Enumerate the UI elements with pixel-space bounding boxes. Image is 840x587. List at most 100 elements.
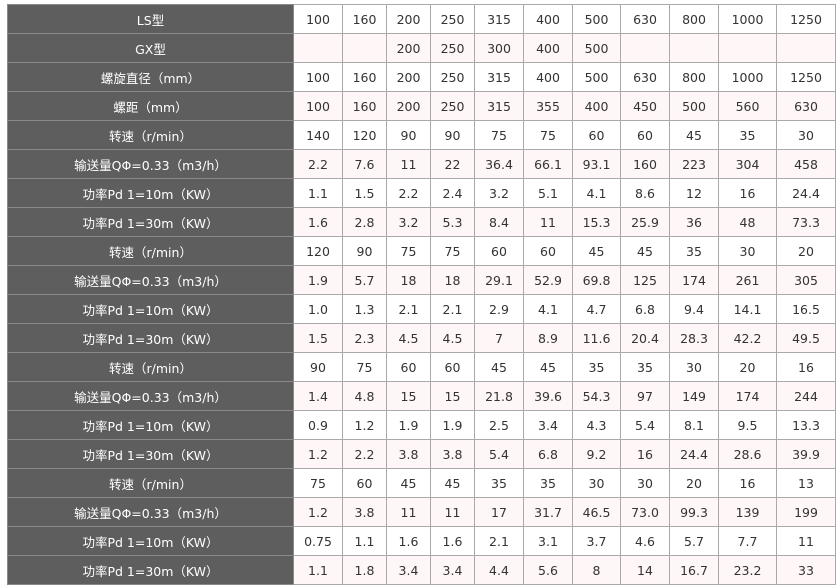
table-cell: 3.1	[523, 526, 573, 556]
table-cell: 11	[523, 207, 573, 237]
table-cell: 8.9	[523, 323, 573, 353]
row-label: 输送量QΦ=0.33（m3/h）	[7, 265, 294, 295]
table-cell: 315	[474, 91, 524, 121]
table-cell: 73.3	[776, 207, 836, 237]
table-row: 功率Pd 1=30m（KW） 1.6 2.8 3.2 5.3 8.4 11 15.3 25.9 3…	[7, 207, 836, 237]
row-label: 螺距（mm）	[7, 91, 294, 121]
table-cell: 36.4	[474, 149, 524, 179]
table-cell: 60	[572, 120, 621, 150]
table-cell: 400	[572, 91, 621, 121]
table-cell: 223	[669, 149, 719, 179]
table-cell: 1.5	[293, 323, 343, 353]
table-cell: 20	[776, 236, 836, 266]
table-row: 功率Pd 1=10m（KW） 1.0 1.3 2.1 2.1 2.9 4.1 4.7 6.8 9.…	[7, 294, 836, 324]
table-row: 螺距（mm） 100 160 200 250 315 355 400 450 500 560 630	[7, 91, 836, 121]
table-row: 转速（r/min） 75 60 45 45 35 35 30 30 20 16 13	[7, 468, 836, 498]
table-cell: 39.9	[776, 439, 836, 469]
table-cell: 17	[474, 497, 524, 527]
table-cell: 160	[620, 149, 670, 179]
row-label: 输送量QΦ=0.33（m3/h）	[7, 149, 294, 179]
table-cell: 15	[430, 381, 475, 411]
table-cell: 60	[620, 120, 670, 150]
table-cell: 2.1	[386, 294, 431, 324]
table-cell: 75	[523, 120, 573, 150]
table-row: 功率Pd 1=10m（KW） 0.9 1.2 1.9 1.9 2.5 3.4 4.3 5.4 8.…	[7, 410, 836, 440]
table-cell: 305	[776, 265, 836, 295]
row-label: 功率Pd 1=10m（KW）	[7, 410, 294, 440]
table-cell: 100	[293, 91, 343, 121]
table-cell: 24.4	[776, 178, 836, 208]
table-cell: 1.2	[293, 439, 343, 469]
table-cell: 35	[474, 468, 524, 498]
table-cell: 261	[718, 265, 777, 295]
table-cell: 200	[386, 4, 431, 34]
table-cell: 0.75	[293, 526, 343, 556]
table-cell: 800	[669, 62, 719, 92]
table-cell: 14	[620, 555, 670, 585]
table-cell: 35	[523, 468, 573, 498]
table-cell: 4.5	[386, 323, 431, 353]
table-cell: 200	[386, 33, 431, 63]
row-label: 转速（r/min）	[7, 468, 294, 498]
table-cell: 500	[669, 91, 719, 121]
table-row: 输送量QΦ=0.33（m3/h） 1.9 5.7 18 18 29.1 52.9 69.8 12…	[7, 265, 836, 295]
table-cell: 75	[342, 352, 387, 382]
table-cell: 8.4	[474, 207, 524, 237]
table-cell: 5.3	[430, 207, 475, 237]
table-cell: 1.1	[342, 526, 387, 556]
table-cell: 2.4	[430, 178, 475, 208]
table-cell: 4.4	[474, 555, 524, 585]
table-cell: 75	[293, 468, 343, 498]
row-label: 功率Pd 1=30m（KW）	[7, 207, 294, 237]
table-cell: 30	[620, 468, 670, 498]
table-cell: 250	[430, 91, 475, 121]
table-cell: 5.1	[523, 178, 573, 208]
table-cell: 60	[342, 468, 387, 498]
table-cell: 800	[669, 4, 719, 34]
table-row: 转速（r/min） 140 120 90 90 75 75 60 60 45 35 30	[7, 120, 836, 150]
table-cell: 5.4	[620, 410, 670, 440]
table-cell: 11	[776, 526, 836, 556]
table-cell: 2.1	[430, 294, 475, 324]
table-cell: 8.1	[669, 410, 719, 440]
table-cell: 250	[430, 62, 475, 92]
table-cell: 3.2	[386, 207, 431, 237]
table-cell: 2.3	[342, 323, 387, 353]
table-cell: 500	[572, 62, 621, 92]
table-cell: 1.8	[342, 555, 387, 585]
table-cell: 7.7	[718, 526, 777, 556]
row-label: 功率Pd 1=30m（KW）	[7, 323, 294, 353]
table-cell: 11.6	[572, 323, 621, 353]
table-cell: 69.8	[572, 265, 621, 295]
table-cell: 500	[572, 4, 621, 34]
table-cell: 75	[386, 236, 431, 266]
row-label: GX型	[7, 33, 294, 63]
table-cell: 60	[386, 352, 431, 382]
table-cell: 1000	[718, 62, 777, 92]
table-cell: 45	[572, 236, 621, 266]
row-label: 转速（r/min）	[7, 236, 294, 266]
table-row: 输送量QΦ=0.33（m3/h） 1.2 3.8 11 11 17 31.7 46.5 73.0…	[7, 497, 836, 527]
table-cell: 75	[474, 120, 524, 150]
table-cell: 1.5	[342, 178, 387, 208]
table-cell: 28.3	[669, 323, 719, 353]
table-body: LS型 100 160 200 250 315 400 500 630 800 1000 1250 GX…	[7, 4, 836, 585]
table-cell: 24.4	[669, 439, 719, 469]
table-cell: 13	[776, 468, 836, 498]
table-cell: 11	[386, 497, 431, 527]
table-cell: 1.9	[386, 410, 431, 440]
table-cell: 75	[430, 236, 475, 266]
table-cell: 90	[342, 236, 387, 266]
table-cell: 244	[776, 381, 836, 411]
table-cell: 45	[430, 468, 475, 498]
table-cell: 30	[669, 352, 719, 382]
table-cell: 2.2	[293, 149, 343, 179]
table-cell: 5.6	[523, 555, 573, 585]
table-cell: 30	[776, 120, 836, 150]
table-row: 转速（r/min） 120 90 75 75 60 60 45 45 35 30 20	[7, 236, 836, 266]
table-cell: 1.4	[293, 381, 343, 411]
table-cell: 35	[620, 352, 670, 382]
table-cell: 630	[620, 62, 670, 92]
table-cell: 66.1	[523, 149, 573, 179]
table-cell: 3.4	[430, 555, 475, 585]
